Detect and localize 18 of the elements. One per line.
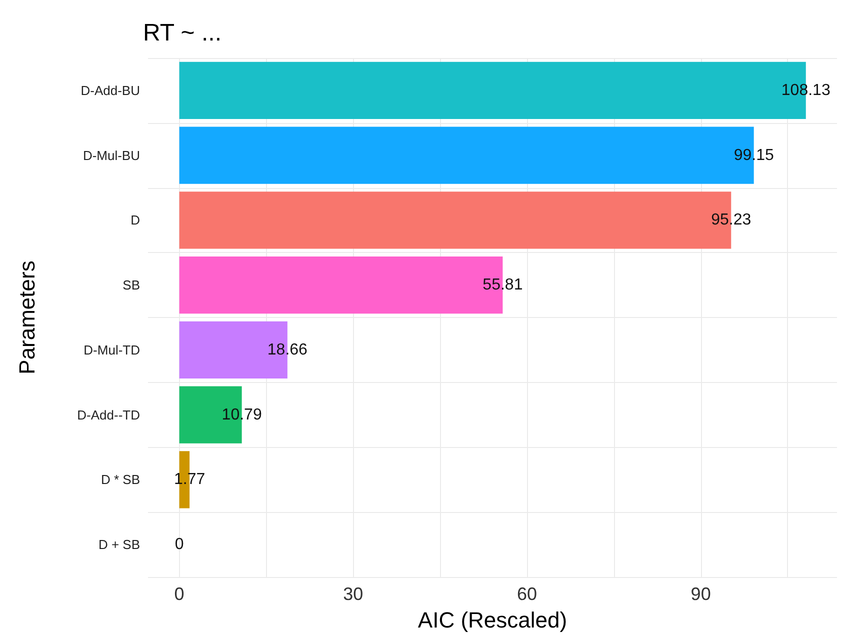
y-tick-label: D-Mul-TD bbox=[84, 342, 140, 358]
x-tick-label: 30 bbox=[343, 584, 364, 604]
y-tick-label: SB bbox=[122, 278, 140, 293]
y-tick-label: D-Add-BU bbox=[80, 82, 140, 98]
y-tick-label: D * SB bbox=[100, 472, 140, 488]
y-tick-label: D-Mul-BU bbox=[82, 148, 140, 163]
data-label: 55.81 bbox=[482, 276, 523, 294]
chart-title: RT ~ ... bbox=[143, 20, 222, 46]
y-tick-label: D-Add--TD bbox=[77, 407, 140, 422]
x-tick-label: 0 bbox=[174, 584, 184, 604]
x-tick-label: 60 bbox=[516, 584, 537, 604]
data-label: 0 bbox=[174, 536, 184, 554]
y-tick-label: D bbox=[130, 212, 140, 228]
y-tick-label: D + SB bbox=[98, 537, 140, 552]
x-axis-title: AIC (Rescaled) bbox=[418, 608, 568, 632]
y-axis-title: Parameters bbox=[14, 260, 40, 374]
x-tick-label: 90 bbox=[690, 584, 711, 604]
data-label: 95.23 bbox=[711, 212, 752, 229]
